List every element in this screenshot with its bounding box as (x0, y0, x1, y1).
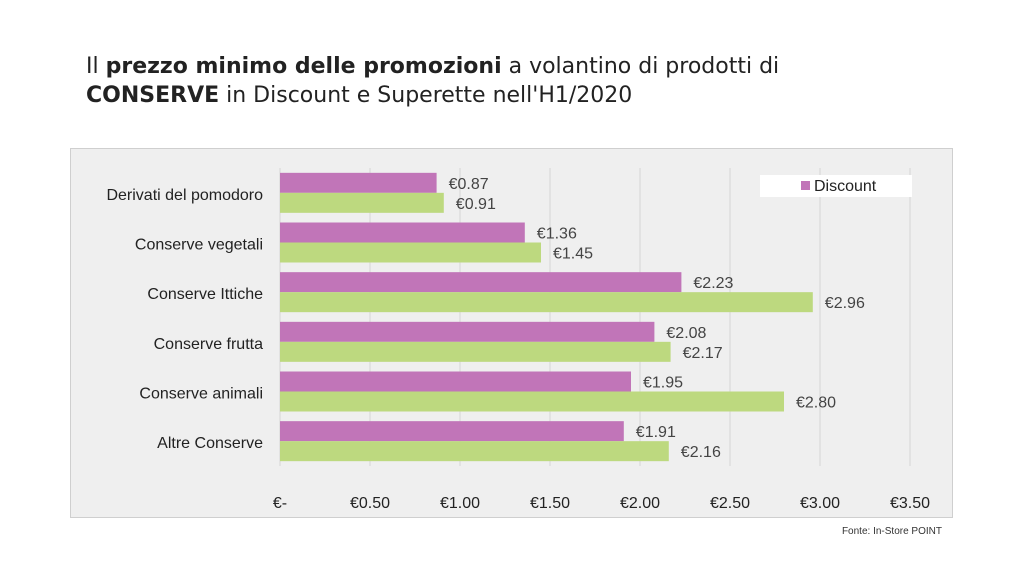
bar-superette (280, 441, 669, 462)
bar-discount (280, 321, 655, 342)
x-tick-label: €3.00 (800, 495, 840, 512)
bar-discount (280, 371, 631, 392)
title-suffix: in Discount e Superette nell'H1/2020 (219, 83, 633, 108)
bar-discount (280, 222, 525, 243)
category-label: Conserve animali (139, 386, 263, 403)
title-prefix: Il (86, 54, 106, 79)
data-label: €2.16 (681, 444, 721, 461)
x-tick-label: €- (273, 495, 287, 512)
bar-discount (280, 421, 624, 442)
title-bold-phrase: prezzo minimo delle promozioni (105, 54, 502, 79)
title-bold-category: CONSERVE (86, 83, 220, 108)
bar-discount (280, 172, 437, 193)
bar-superette (280, 242, 541, 263)
category-label: Derivati del pomodoro (106, 187, 263, 204)
bar-superette (280, 391, 784, 412)
data-label: €1.91 (636, 424, 676, 441)
legend-swatch-discount (801, 181, 810, 190)
data-label: €2.80 (796, 395, 836, 412)
x-tick-label: €3.50 (890, 495, 930, 512)
x-tick-label: €1.00 (440, 495, 480, 512)
bar-superette (280, 341, 671, 362)
legend-box (760, 175, 912, 197)
data-label: €2.08 (666, 325, 706, 342)
bar-discount (280, 272, 682, 293)
data-label: €0.91 (456, 196, 496, 213)
data-label: €1.36 (537, 226, 577, 243)
x-tick-label: €1.50 (530, 495, 570, 512)
data-label: €0.87 (449, 176, 489, 193)
data-label: €1.95 (643, 375, 683, 392)
category-label: Conserve Ittiche (147, 286, 263, 303)
bar-superette (280, 292, 813, 313)
legend-label-discount: Discount (814, 178, 877, 195)
title-middle: a volantino di prodotti di (501, 54, 780, 79)
category-label: Conserve frutta (154, 336, 263, 353)
category-label: Altre Conserve (157, 435, 263, 452)
category-label: Conserve vegetali (135, 237, 263, 254)
bar-superette (280, 192, 444, 213)
x-tick-label: €2.00 (620, 495, 660, 512)
data-label: €2.23 (693, 275, 733, 292)
x-tick-label: €0.50 (350, 495, 390, 512)
chart-title: Il prezzo minimo delle promozioni a vola… (86, 52, 886, 110)
data-label: €1.45 (553, 246, 593, 263)
x-tick-label: €2.50 (710, 495, 750, 512)
source-note: Fonte: In-Store POINT (841, 526, 942, 537)
bar-chart: €- €0.50 €1.00 €1.50 €2.00 €2.50 €3.00 €3.50 Der… (106, 168, 930, 512)
data-label: €2.17 (683, 345, 723, 362)
data-label: €2.96 (825, 295, 865, 312)
